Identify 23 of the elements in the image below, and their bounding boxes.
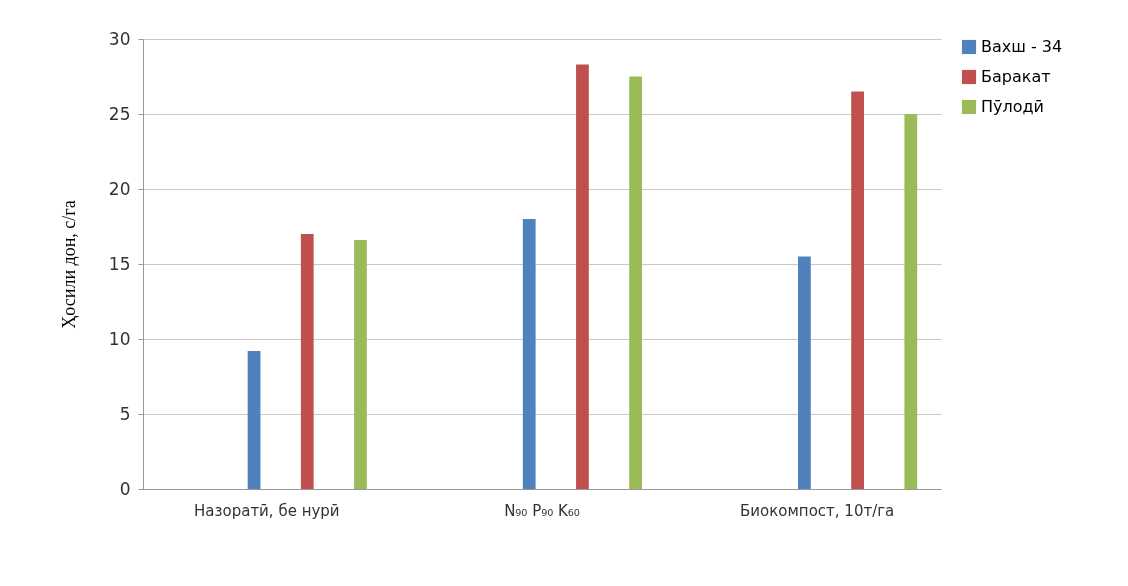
x-tick-label: Назоратӣ, бе нурӣ xyxy=(194,501,340,520)
bar xyxy=(904,114,918,489)
legend-label: Баракат xyxy=(981,67,1051,86)
bar xyxy=(300,234,314,489)
y-tick-label: 25 xyxy=(108,103,131,124)
y-tick-label: 0 xyxy=(119,478,131,499)
y-tick-label: 5 xyxy=(119,403,131,424)
bar xyxy=(354,240,367,489)
y-tick-label: 15 xyxy=(108,253,131,274)
legend-label: Вахш - 34 xyxy=(981,37,1063,56)
bar xyxy=(247,351,261,489)
y-axis-title: Ҳосили дон, с/га xyxy=(58,200,79,329)
bar xyxy=(576,64,589,489)
bar xyxy=(522,219,536,489)
legend-label: Пӯлодӣ xyxy=(981,97,1044,116)
x-tick-label: Биокомпост, 10т/га xyxy=(740,501,895,520)
bar xyxy=(851,91,864,489)
y-tick-label: 20 xyxy=(108,178,131,199)
x-tick-label: N₉₀ P₉₀ K₆₀ xyxy=(504,501,580,520)
y-tick-label: 30 xyxy=(108,28,131,49)
y-tick-label: 10 xyxy=(108,328,131,349)
bar xyxy=(629,76,643,489)
bar xyxy=(798,256,811,489)
